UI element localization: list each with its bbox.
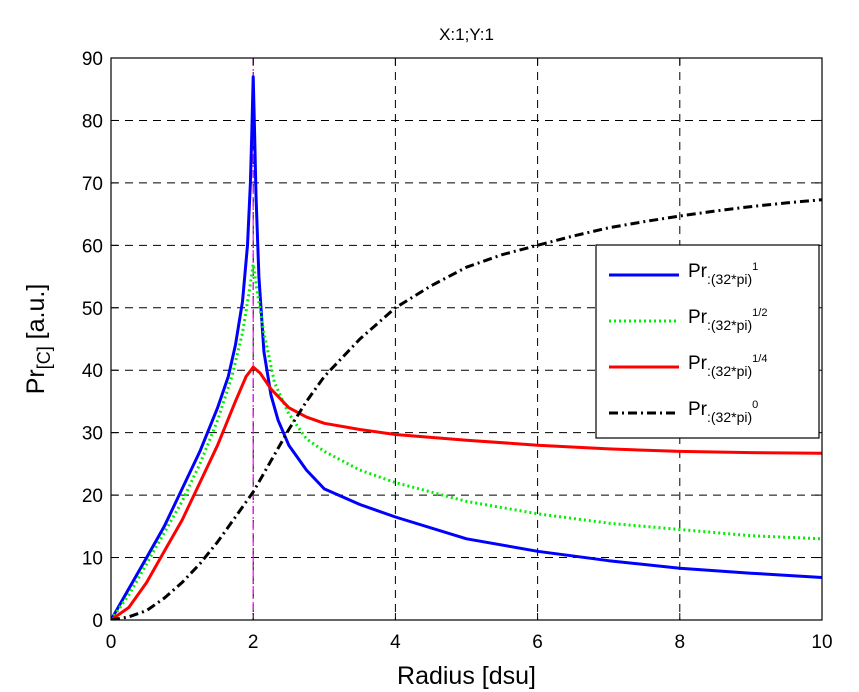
x-tick-label: 6	[532, 632, 543, 653]
y-tick-label: 70	[82, 174, 103, 195]
y-axis-label-rest: [a.u.]	[22, 284, 50, 347]
plot-area	[111, 58, 822, 620]
y-tick-label: 80	[82, 111, 103, 132]
legend-label-1: Pr:(32*pi)1	[688, 261, 758, 287]
y-axis-label-sub: [C]	[34, 346, 54, 369]
x-tick-label: 4	[390, 632, 401, 653]
legend-label-base: Pr	[688, 399, 708, 420]
x-tick-label: 2	[248, 632, 259, 653]
chart-title: X:1;Y:1	[439, 25, 494, 44]
series-line-3	[111, 365, 822, 620]
y-tick-label: 20	[82, 486, 103, 507]
legend: Pr:(32*pi)1Pr:(32*pi)1/2Pr:(32*pi)1/4Pr:…	[595, 244, 820, 439]
legend-label-2: Pr:(32*pi)1/2	[688, 307, 767, 333]
y-tick-label: 90	[82, 49, 103, 70]
legend-label-base: Pr	[688, 353, 708, 374]
legend-label-sup: 1/4	[752, 353, 767, 365]
y-tick-label: 10	[82, 549, 103, 570]
x-tick-label: 0	[106, 632, 117, 653]
legend-label-sup: 0	[752, 399, 758, 411]
y-tick-label: 30	[82, 424, 103, 445]
axes-box	[110, 57, 823, 621]
legend-label-sup: 1	[752, 261, 758, 273]
y-tick-label: 0	[92, 611, 103, 632]
y-axis-label: Pr[C] [a.u.]	[22, 284, 54, 395]
legend-label-3: Pr:(32*pi)1/4	[688, 353, 767, 379]
y-axis-label-base: Pr	[22, 369, 50, 394]
series-line-4	[111, 198, 822, 620]
legend-label-sub: :(32*pi)	[707, 363, 752, 379]
x-tick-label: 10	[811, 632, 832, 653]
legend-label-base: Pr	[688, 261, 708, 282]
legend-box	[595, 244, 820, 439]
x-axis-label: Radius [dsu]	[397, 662, 536, 690]
legend-label-sub: :(32*pi)	[707, 317, 752, 333]
x-tick-label: 8	[675, 632, 686, 653]
y-tick-label: 60	[82, 236, 103, 257]
legend-label-4: Pr:(32*pi)0	[688, 399, 758, 425]
legend-label-sup: 1/2	[752, 307, 767, 319]
legend-label-sub: :(32*pi)	[707, 271, 752, 287]
series-line-1	[111, 75, 822, 620]
y-tick-label: 50	[82, 299, 103, 320]
legend-label-base: Pr	[688, 307, 708, 328]
y-tick-label: 40	[82, 361, 103, 382]
legend-label-sub: :(32*pi)	[707, 409, 752, 425]
